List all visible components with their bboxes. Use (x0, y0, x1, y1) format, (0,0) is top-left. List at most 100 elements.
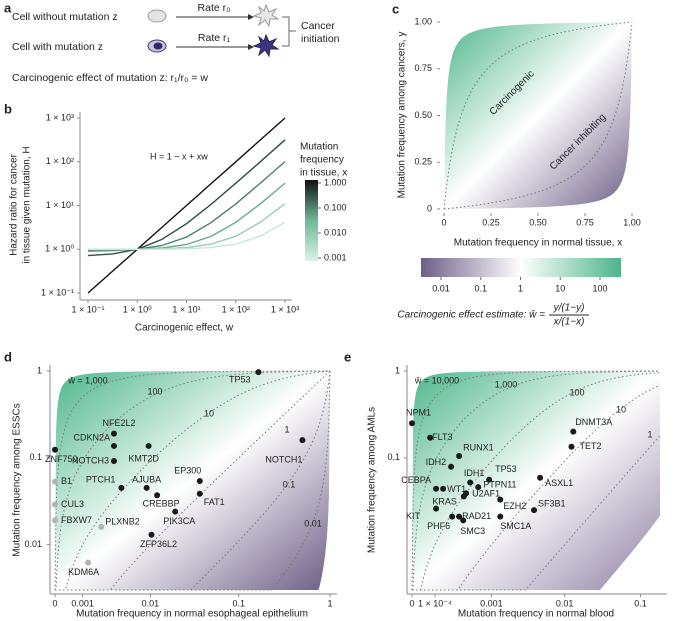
gene-label: KDM6A (68, 567, 99, 577)
y-tick-label: 0.50 (414, 110, 432, 120)
gene-label: FLT3 (432, 432, 452, 442)
gene-label: NOTCH1 (265, 454, 302, 464)
y-tick-label: 0.1 (387, 452, 400, 462)
gene-point (110, 442, 117, 449)
gene-point (440, 485, 447, 492)
colorbar-caption: Carcinogenic effect estimate: ŵ = (397, 310, 545, 321)
gene-point (52, 446, 58, 453)
gene-label: KRAS (432, 497, 457, 507)
y-tick-label: 1 × 10³ (46, 112, 74, 122)
y-tick-label: 1 × 10¹ (46, 200, 74, 210)
series-line (87, 182, 286, 251)
y-axis-label: Mutation frequency among cancers, y (397, 32, 408, 199)
y-tick-label: 0.1 (29, 452, 42, 462)
panel-letter: d (4, 349, 12, 364)
gene-label: CREBBP (143, 499, 180, 509)
panel-letter: e (344, 349, 351, 364)
contour-label: ŵ = 1,000 (67, 375, 107, 385)
y-axis-label: Mutation frequency among AMLs (367, 407, 378, 553)
contour-label: 100 (569, 387, 584, 397)
gene-point (456, 452, 463, 459)
annotation: H = 1 − x + xw (150, 151, 208, 161)
contour-label: 0.1 (283, 479, 296, 489)
y-tick-label: 1 (37, 365, 42, 375)
arrowhead (248, 14, 254, 20)
gene-label: KIT (406, 511, 421, 521)
colorbar (305, 180, 318, 261)
y-tick-label: 1 × 10⁻¹ (41, 287, 74, 297)
x-tick-label: 0.1 (232, 598, 245, 608)
colorbar-title: frequency (300, 155, 344, 166)
colorbar-title: in tissue, x (300, 168, 347, 179)
x-axis-label: Mutation frequency in normal blood (458, 609, 614, 620)
x-tick-label: 1 × 10² (222, 304, 250, 314)
gene-point (467, 479, 474, 486)
x-tick-label: 0 (52, 598, 57, 608)
x-axis-label: Carcinogenic effect, w (135, 323, 234, 334)
gene-label: TP53 (495, 464, 517, 474)
y-tick-label: 0.75 (414, 63, 432, 73)
contour-label: 10 (616, 404, 626, 414)
colorbar-tick-label: 0.001 (324, 252, 347, 262)
envelope-region (444, 22, 632, 209)
y-tick-label: 1 (395, 365, 400, 375)
gene-point (118, 484, 125, 491)
x-tick-label: 0.001 (480, 598, 503, 608)
panel-a: a Cell without mutation z Cell with muta… (4, 0, 340, 83)
gene-point (433, 485, 440, 492)
colorbar-tick-label: 0.01 (432, 283, 450, 293)
series-line (88, 203, 286, 251)
gene-point (427, 434, 434, 441)
gene-label: EZH2 (503, 501, 526, 511)
x-tick-label: 0.1 (634, 598, 647, 608)
panel-letter: a (4, 0, 12, 15)
outcome-label: initiation (301, 33, 340, 45)
gene-point (433, 505, 440, 512)
gene-point (172, 508, 179, 515)
gene-label: CDKN2A (73, 432, 110, 442)
gene-label: TP53 (229, 375, 251, 385)
contour-label: 0.01 (304, 518, 322, 528)
rate-label: Rate r₁ (198, 32, 231, 44)
colorbar-tick-label: 1 (518, 283, 523, 293)
gene-point (460, 517, 467, 524)
mutant-nucleus (153, 42, 163, 50)
colorbar-tick-label: 10 (555, 283, 565, 293)
contour-label: 1 (284, 424, 289, 434)
gene-label: ZFP36L2 (140, 539, 177, 549)
colorbar-tick-label: 0.1 (474, 283, 487, 293)
x-tick-label: 0.50 (529, 217, 547, 227)
gene-label: AJUBA (132, 474, 161, 484)
contour-line (411, 370, 660, 591)
y-axis-label: Mutation frequency among ESSCs (12, 403, 23, 556)
bracket (282, 16, 290, 47)
gene-point (475, 484, 482, 491)
x-tick-label: 0 (409, 598, 414, 608)
x-tick-label: 0.75 (576, 217, 594, 227)
gene-label: RUNX1 (463, 442, 494, 452)
colorbar-tick-label: 0.010 (324, 227, 347, 237)
gene-label: DNMT3A (575, 417, 612, 427)
y-tick-label: 1 × 10⁰ (45, 244, 74, 254)
arrowhead (248, 44, 254, 50)
gene-label: PTCH1 (86, 474, 116, 484)
gene-point (409, 420, 415, 427)
x-tick-label: 1 × 10⁻⁴ (418, 598, 452, 608)
gene-point (98, 523, 105, 530)
cancer-cell (252, 3, 280, 28)
gene-label: KMT2D (128, 453, 159, 463)
gene-label: FBXW7 (61, 515, 92, 525)
x-tick-label: 1 × 10³ (271, 304, 299, 314)
series-line (87, 117, 286, 294)
gene-label: ZNF750 (45, 454, 78, 464)
normal-cell (147, 9, 167, 23)
gene-point (255, 369, 262, 376)
gene-label: SMC3 (460, 526, 485, 536)
gene-label: SF3B1 (538, 498, 566, 508)
y-tick-label: 0 (427, 203, 432, 213)
gene-label: IDH2 (426, 457, 447, 467)
gene-point (85, 559, 92, 566)
x-tick-label: 0.01 (556, 598, 574, 608)
gene-label: PHF6 (427, 521, 450, 531)
contour-label: 10 (204, 408, 214, 418)
